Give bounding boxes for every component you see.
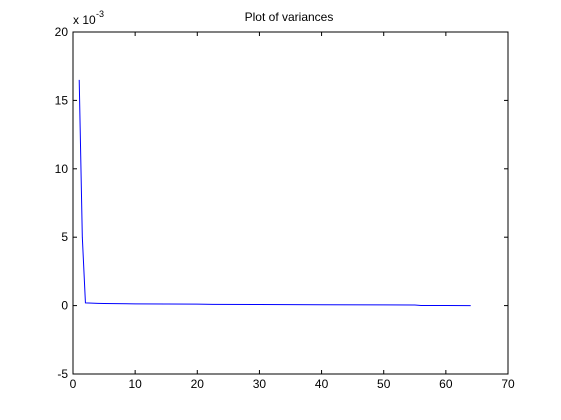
y-tick-label: 5: [61, 230, 68, 244]
y-exponent-label: x 10 -3: [73, 9, 104, 27]
x-tick-label: 30: [253, 377, 267, 391]
y-exponent-base: x 10: [73, 13, 96, 27]
chart-title: Plot of variances: [245, 10, 334, 24]
x-tick-label: 40: [315, 377, 329, 391]
y-tick-label: 15: [55, 93, 69, 107]
series-line: [78, 79, 471, 307]
plot-area: [73, 32, 508, 374]
x-tick-label: 70: [501, 377, 515, 391]
axes-box: [72, 31, 509, 375]
y-tick-label: -5: [57, 367, 68, 381]
series-layer: [78, 79, 471, 307]
y-tick-label: 20: [55, 25, 69, 39]
x-tick-label: 10: [128, 377, 142, 391]
x-tick-label: 60: [439, 377, 453, 391]
y-tick-label: 0: [61, 299, 68, 313]
x-tick-label: 50: [377, 377, 391, 391]
y-exponent-power: -3: [96, 9, 104, 19]
x-tick-label: 20: [191, 377, 205, 391]
y-tick-label: 10: [55, 162, 69, 176]
x-tick-label: 0: [70, 377, 77, 391]
